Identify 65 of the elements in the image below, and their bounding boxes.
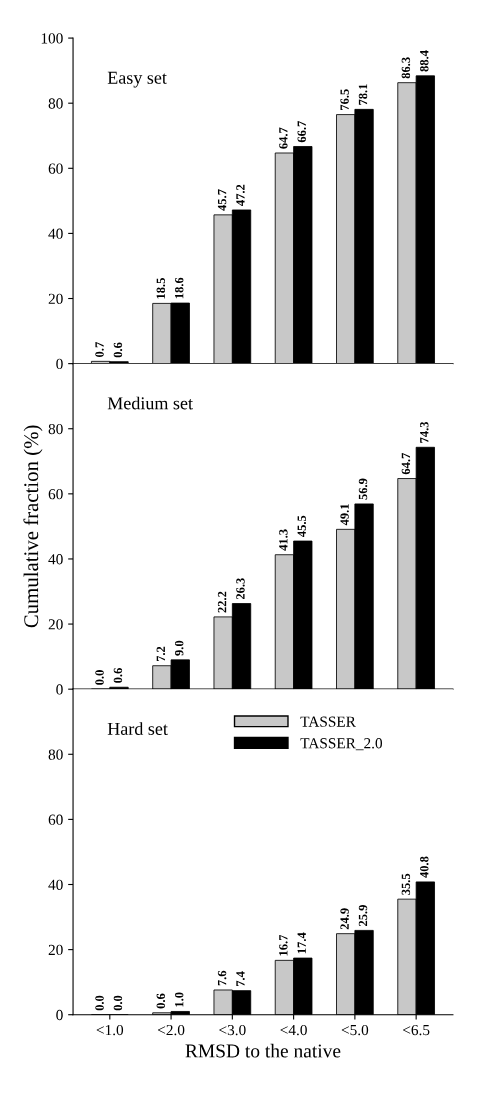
y-tick-label: 40 (48, 228, 63, 239)
legend-label: TASSER_2.0 (300, 738, 383, 751)
data-label: 0.7 (95, 342, 104, 357)
data-label: 18.5 (156, 278, 166, 299)
data-label: 45.5 (297, 515, 306, 537)
x-tick-label: <2.0 (157, 1024, 185, 1036)
data-label: 7.6 (217, 970, 227, 986)
data-label: 0.6 (156, 993, 166, 1009)
y-tick-label: 0 (56, 684, 63, 695)
y-tick-label: 40 (48, 554, 63, 565)
data-label: 74.3 (420, 421, 429, 443)
data-label: 40.8 (420, 856, 429, 878)
x-tick-label: <4.0 (280, 1024, 307, 1036)
data-label: 41.3 (279, 529, 288, 551)
data-label: 0.0 (113, 995, 123, 1011)
y-tick-label: 60 (48, 814, 63, 825)
x-axis-title: RMSD to the native (185, 1043, 341, 1058)
y-tick-label: 80 (48, 749, 63, 760)
data-label: 24.9 (340, 908, 349, 930)
data-label: 76.5 (340, 89, 349, 110)
y-tick-label: 20 (48, 293, 63, 304)
data-label: 0.6 (113, 668, 123, 683)
y-tick-label: 0 (56, 358, 63, 370)
data-label: 22.2 (217, 591, 227, 613)
data-label: 49.1 (340, 504, 349, 526)
data-label: 7.2 (156, 646, 166, 662)
y-tick-label: 100 (41, 33, 63, 44)
text: Hard set (107, 722, 168, 735)
y-tick-label: 40 (48, 879, 63, 890)
y-tick-label: 20 (48, 944, 63, 956)
text: Medium set (107, 396, 193, 410)
data-label: 35.5 (401, 873, 411, 895)
y-tick-label: 60 (48, 488, 63, 500)
y-tick-label: 20 (48, 619, 63, 630)
data-label: 56.9 (358, 478, 368, 500)
data-label: 64.7 (279, 127, 288, 149)
y-tick-label: 60 (48, 163, 63, 174)
x-tick-label: <5.0 (341, 1024, 369, 1036)
data-label: 47.2 (236, 184, 245, 206)
data-label: 1.0 (174, 992, 184, 1007)
x-tick-label: <1.0 (96, 1024, 124, 1036)
y-tick-label: 0 (56, 1009, 63, 1021)
legend-label: TASSER (300, 716, 356, 727)
data-label: 45.7 (217, 189, 227, 211)
x-tick-label: <6.5 (403, 1024, 430, 1036)
x-tick-label: <3.0 (219, 1024, 246, 1036)
text: Easy set (107, 71, 167, 88)
data-label: 0.0 (95, 995, 104, 1011)
data-label: 64.7 (401, 453, 411, 475)
data-label: 26.3 (236, 578, 245, 600)
data-label: 17.4 (297, 932, 306, 954)
data-label: 78.1 (358, 84, 368, 105)
y-tick-label: 80 (48, 423, 63, 435)
data-label: 7.4 (236, 971, 245, 987)
data-label: 0.0 (95, 670, 104, 685)
y-tick-label: 80 (48, 98, 63, 109)
data-label: 88.4 (420, 50, 429, 72)
y-axis-title: Cumulative fraction (%) (23, 425, 43, 628)
data-label: 16.7 (279, 934, 288, 956)
data-label: 25.9 (358, 905, 368, 926)
data-label: 66.7 (297, 121, 306, 143)
data-label: 18.6 (174, 277, 184, 299)
data-label: 0.6 (113, 342, 123, 358)
data-label: 86.3 (401, 57, 411, 79)
data-label: 9.0 (174, 640, 184, 656)
